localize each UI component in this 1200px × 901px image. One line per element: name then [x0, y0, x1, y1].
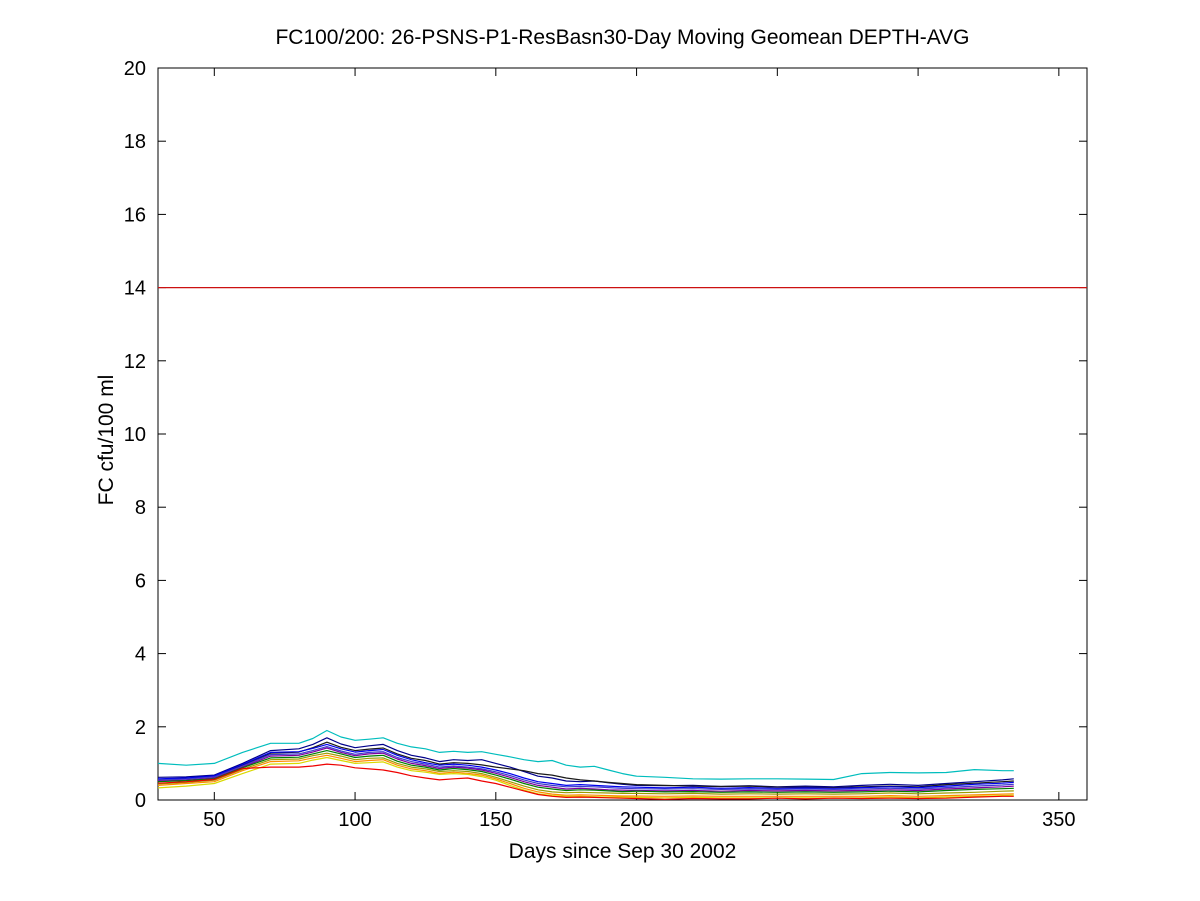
x-tick-label: 300	[901, 809, 934, 831]
y-tick-label: 2	[135, 717, 146, 739]
y-tick-label: 6	[135, 570, 146, 592]
y-tick-label: 0	[135, 790, 146, 812]
cyan-line	[157, 729, 1014, 781]
y-tick-label: 20	[124, 58, 146, 80]
purple-line	[157, 747, 1014, 792]
x-tick-label: 150	[479, 809, 512, 831]
y-tick-label: 4	[135, 644, 146, 666]
y-tick-label: 14	[124, 278, 146, 300]
green-line	[157, 749, 1014, 793]
black-line	[157, 741, 1014, 789]
x-tick-label: 350	[1042, 809, 1075, 831]
y-tick-label: 16	[124, 204, 146, 226]
axes-box	[157, 67, 1088, 801]
x-tick-label: 50	[203, 809, 225, 831]
orange-line	[157, 754, 1014, 797]
x-tick-label: 250	[761, 809, 794, 831]
y-tick-label: 8	[135, 497, 146, 519]
x-tick-label: 200	[620, 809, 653, 831]
red-line	[157, 763, 1014, 800]
y-tick-label: 12	[124, 351, 146, 373]
dark-blue-line	[157, 737, 1014, 788]
olive-line	[157, 752, 1014, 795]
y-tick-label: 18	[124, 131, 146, 153]
blue-line	[157, 743, 1014, 789]
chart-title: FC100/200: 26-PSNS-P1-ResBasn30-Day Movi…	[275, 26, 970, 49]
y-tick-label: 10	[124, 424, 146, 446]
x-tick-label: 100	[338, 809, 371, 831]
x-axis-label: Days since Sep 30 2002	[508, 840, 737, 863]
blue2-line	[157, 745, 1014, 791]
